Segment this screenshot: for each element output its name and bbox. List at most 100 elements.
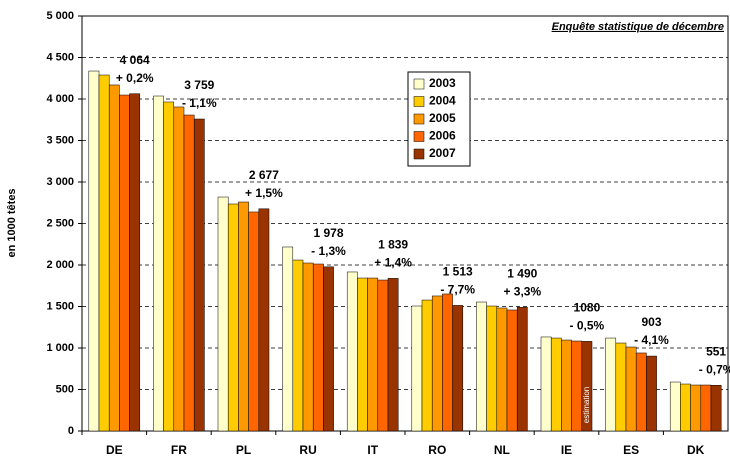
y-tick-label: 2 000 bbox=[46, 259, 74, 271]
bar bbox=[108, 84, 120, 432]
bar bbox=[312, 263, 324, 432]
value-label: 1 839 bbox=[378, 238, 408, 252]
bar bbox=[452, 305, 464, 432]
y-tick-label: 2 500 bbox=[46, 217, 74, 229]
bar bbox=[258, 208, 270, 432]
bar bbox=[571, 340, 583, 432]
bar bbox=[248, 211, 260, 432]
y-tick-label: 4 500 bbox=[46, 51, 74, 63]
legend-swatch bbox=[413, 96, 425, 107]
x-tick-label: RU bbox=[299, 443, 316, 457]
x-tick-label: NL bbox=[494, 443, 510, 457]
bar bbox=[98, 74, 110, 432]
bar bbox=[431, 295, 443, 432]
value-label: 1 513 bbox=[443, 265, 473, 279]
change-label: - 1,1% bbox=[182, 96, 217, 110]
bar bbox=[163, 101, 175, 432]
bar bbox=[183, 114, 195, 432]
bar bbox=[710, 385, 722, 432]
bar bbox=[153, 95, 164, 432]
bar bbox=[561, 339, 572, 432]
bar bbox=[669, 381, 681, 432]
bar bbox=[387, 278, 399, 432]
change-label: + 1,4% bbox=[374, 256, 412, 270]
legend-swatch bbox=[413, 78, 425, 90]
bar bbox=[680, 383, 691, 432]
subtitle: Enquête statistique de décembre bbox=[552, 21, 724, 33]
x-tick-label: FR bbox=[171, 443, 187, 457]
bar bbox=[506, 309, 518, 432]
bar bbox=[346, 271, 358, 432]
change-label: + 1,5% bbox=[245, 186, 283, 200]
value-label: 3 759 bbox=[184, 78, 214, 92]
x-tick-label: DK bbox=[687, 443, 705, 457]
bar bbox=[635, 352, 647, 432]
bar bbox=[119, 94, 130, 432]
value-label: 903 bbox=[641, 315, 661, 329]
bar bbox=[193, 118, 205, 432]
bar bbox=[367, 277, 379, 432]
bar bbox=[173, 106, 185, 432]
y-tick-label: 1 500 bbox=[46, 300, 74, 312]
bar bbox=[516, 307, 528, 432]
bar bbox=[496, 307, 508, 432]
x-tick-label: ES bbox=[623, 443, 639, 457]
x-tick-label: RO bbox=[428, 443, 446, 457]
legend-swatch bbox=[413, 113, 425, 125]
change-label: - 0,7% bbox=[699, 362, 730, 376]
bar bbox=[421, 299, 433, 432]
bar bbox=[615, 342, 627, 432]
bar bbox=[238, 201, 249, 432]
value-label: 1080 bbox=[574, 301, 601, 315]
bar bbox=[476, 301, 487, 432]
value-label: 551 bbox=[706, 344, 726, 358]
y-tick-label: 1 000 bbox=[46, 342, 74, 354]
value-label: 1 978 bbox=[313, 226, 343, 240]
x-tick-label: DE bbox=[106, 443, 123, 457]
y-tick-label: 3 500 bbox=[46, 134, 74, 146]
bar bbox=[700, 384, 712, 432]
bar bbox=[486, 305, 498, 432]
x-tick-label: PL bbox=[236, 443, 251, 457]
y-tick-label: 3 000 bbox=[46, 176, 74, 188]
legend-label: 2006 bbox=[429, 129, 456, 143]
y-tick-label: 4 000 bbox=[46, 93, 74, 105]
legend-label: 2005 bbox=[429, 111, 456, 125]
legend-label: 2004 bbox=[429, 94, 456, 108]
x-tick-label: IT bbox=[367, 443, 378, 457]
y-axis-label: en 1000 têtes bbox=[6, 188, 18, 257]
bar bbox=[581, 341, 593, 432]
value-label: 4 064 bbox=[120, 53, 150, 67]
bar bbox=[217, 196, 229, 432]
bar bbox=[605, 337, 617, 432]
bar bbox=[411, 305, 423, 432]
bar bbox=[357, 277, 368, 432]
bar bbox=[323, 266, 334, 432]
legend-label: 2007 bbox=[429, 146, 456, 160]
y-tick-label: 5 000 bbox=[46, 10, 74, 22]
legend-swatch bbox=[413, 131, 425, 142]
bar bbox=[227, 203, 239, 432]
bar bbox=[88, 70, 100, 432]
y-tick-label: 500 bbox=[56, 383, 74, 395]
legend-swatch bbox=[413, 148, 425, 160]
change-label: - 1,3% bbox=[311, 244, 346, 258]
bar bbox=[540, 336, 552, 432]
change-label: - 7,7% bbox=[440, 283, 475, 297]
change-label: + 0,2% bbox=[116, 71, 154, 85]
bar bbox=[129, 93, 141, 432]
bar bbox=[550, 337, 562, 432]
value-label: 2 677 bbox=[249, 168, 279, 182]
value-label: 1 490 bbox=[507, 267, 537, 281]
bar bbox=[377, 279, 389, 432]
annotation: estimation bbox=[582, 387, 591, 423]
y-tick-label: 0 bbox=[68, 425, 74, 437]
legend-label: 2003 bbox=[429, 76, 456, 90]
bar bbox=[302, 262, 314, 432]
change-label: - 0,5% bbox=[570, 319, 605, 333]
change-label: + 3,3% bbox=[503, 285, 541, 299]
bar bbox=[282, 246, 294, 432]
change-label: - 4,1% bbox=[634, 333, 669, 347]
bar bbox=[442, 293, 453, 432]
